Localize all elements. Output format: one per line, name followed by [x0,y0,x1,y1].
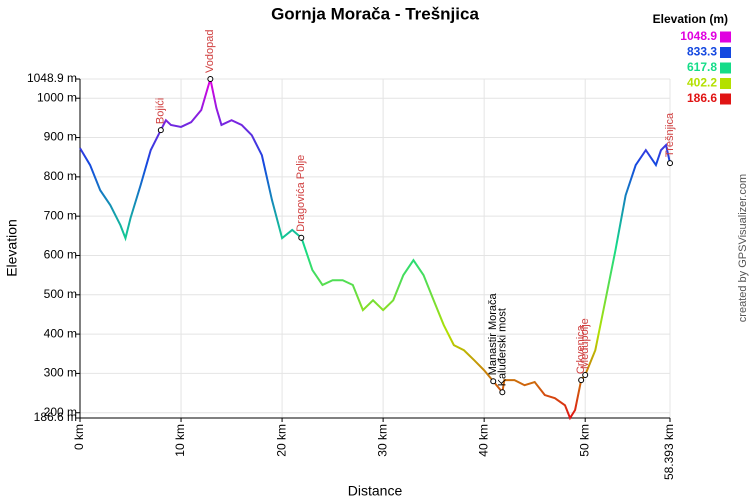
waypoint-label: Dragovića Polje [295,155,307,232]
x-tick-label: 0 km [72,424,86,450]
waypoint-label: Bojići [155,98,167,124]
x-tick-label: 30 km [375,424,389,457]
waypoint [298,234,305,241]
legend-label: 186.6 [687,91,717,105]
waypoint-label: Međupolje [579,318,591,369]
chart-title: Gornja Morača - Trešnjica [271,4,479,23]
waypoint [499,389,506,396]
legend-swatch [720,78,731,89]
waypoint [207,76,214,82]
x-tick-label: 10 km [173,424,187,457]
elevation-line [79,78,671,421]
waypoint [490,378,497,385]
waypoint-label: Crkvenica [575,324,587,374]
waypoint-label: Manastir Morača [487,292,499,375]
legend-title: Elevation (m) [653,12,728,26]
x-tick-label: 50 km [577,424,591,457]
y-tick-label: 300 m [44,366,77,380]
waypoint-label: Kaluđerski most [496,308,508,386]
y-tick-label: 1048.9 m [27,71,77,85]
y-tick-label: 500 m [44,287,77,301]
y-tick-label: 186.6 m [34,410,77,424]
y-tick-label: 1000 m [37,90,77,104]
credit: created by GPSVisualizer.com [737,174,749,322]
waypoint-label: Trešnjica [664,112,676,157]
waypoint [578,377,585,384]
x-tick-label: 40 km [476,424,490,457]
y-tick-label: 200 m [44,405,77,419]
legend-label: 617.8 [687,60,717,74]
waypoint [582,371,589,378]
legend-swatch [720,93,731,105]
waypoint [667,160,673,167]
legend-label: 1048.9 [680,29,717,43]
y-tick-label: 800 m [44,169,77,183]
legend-swatch [720,47,731,58]
y-tick-label: 700 m [44,208,77,222]
x-tick-label: 58.393 km [662,424,676,480]
y-tick-label: 400 m [44,326,77,340]
y-tick-label: 900 m [44,130,77,144]
y-tick-label: 600 m [44,248,77,262]
legend-swatch [720,62,731,74]
legend-label: 833.3 [687,45,717,59]
x-tick-label: 20 km [274,424,288,457]
waypoint-label: Vodopad [204,30,216,73]
x-axis-label: Distance [348,483,403,499]
waypoint [157,127,164,134]
y-axis-label: Elevation [4,219,20,277]
legend-swatch [720,31,731,43]
legend-label: 402.2 [687,76,717,90]
